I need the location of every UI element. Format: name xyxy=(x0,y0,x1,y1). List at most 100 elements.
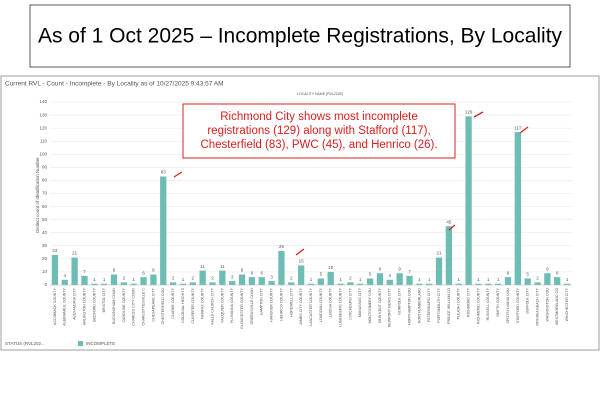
x-tick-label: CHARLES CITY COUN xyxy=(132,288,136,326)
value-label: 23 xyxy=(52,248,58,253)
chart-title: Current RVL - Count - Incomplete - By Lo… xyxy=(5,81,224,88)
bar xyxy=(534,282,541,285)
legend-label: INCOMPLETE xyxy=(86,341,115,346)
y-tick-label: 120 xyxy=(39,125,47,130)
x-tick-label: SMYTH COUNTY xyxy=(496,287,500,316)
bar xyxy=(288,282,295,285)
legend-swatch xyxy=(78,341,83,346)
y-tick-label: 90 xyxy=(42,165,48,170)
bar xyxy=(238,274,246,285)
chart-box xyxy=(0,75,600,351)
value-label: 2 xyxy=(536,276,539,281)
bar xyxy=(494,283,502,285)
value-label: 11 xyxy=(220,264,225,269)
value-label: 15 xyxy=(299,259,305,264)
title-box xyxy=(29,4,571,68)
x-tick-label: PETERSBURG CITY xyxy=(427,287,431,322)
x-tick-label: GLOUCESTER COUNTY xyxy=(240,287,244,329)
x-tick-label: FAUQUIER COUNTY xyxy=(220,287,224,322)
y-tick-label: 30 xyxy=(42,243,48,248)
value-label: 1 xyxy=(182,277,185,282)
value-label: 6 xyxy=(556,270,559,275)
bar xyxy=(110,274,118,285)
x-tick-label: CLARKE COUNTY xyxy=(171,287,175,318)
y-tick-label: 70 xyxy=(42,191,48,196)
value-label: 9 xyxy=(398,266,401,271)
x-tick-label: WASHINGTON COU xyxy=(545,288,549,322)
x-tick-label: ARLINGTON COUNTY xyxy=(82,287,86,325)
value-label: 1 xyxy=(428,277,431,282)
value-label: 4 xyxy=(389,273,392,278)
x-tick-label: CHESAPEAKE CITY xyxy=(151,287,155,321)
y-tick-label: 40 xyxy=(42,230,48,235)
bar xyxy=(465,116,472,285)
value-label: 21 xyxy=(72,251,78,256)
red-arrows xyxy=(173,111,529,256)
value-label: 6 xyxy=(251,270,254,275)
x-tick-label: MONTGOMERY COU xyxy=(368,288,372,324)
bar xyxy=(366,278,374,285)
bar xyxy=(475,283,482,285)
y-tick-label: 140 xyxy=(39,99,47,104)
value-label: 83 xyxy=(161,170,167,175)
x-tick-label: FLUVANNA COUNTY xyxy=(230,287,234,322)
y-tick-label: 100 xyxy=(39,151,47,156)
value-label: 1 xyxy=(93,277,96,282)
bar xyxy=(554,277,561,285)
x-tick-label: LYNCHBURG CITY xyxy=(348,287,352,319)
x-tick-label: HANOVER COUNTY xyxy=(270,287,274,322)
y-tick-label: 130 xyxy=(39,112,47,117)
bar xyxy=(416,283,423,285)
bar xyxy=(544,273,551,285)
bar xyxy=(435,257,443,285)
bar xyxy=(307,283,315,285)
bar xyxy=(61,279,68,285)
value-label: 2 xyxy=(192,276,195,281)
value-label: 1 xyxy=(487,277,490,282)
value-label: 2 xyxy=(290,276,293,281)
value-label: 117 xyxy=(514,125,522,130)
x-tick-label: STAFFORD COUNTY xyxy=(516,287,520,323)
y-tick-label: 20 xyxy=(42,256,48,261)
bar xyxy=(485,283,492,285)
bar xyxy=(347,282,354,285)
x-tick-label: BUCKINGHAM COUN xyxy=(112,288,116,324)
value-label: 8 xyxy=(113,268,116,273)
bar xyxy=(278,251,285,285)
y-tick-label: 10 xyxy=(42,269,48,274)
x-tick-label: BEDFORD COUNTY xyxy=(92,287,96,321)
bar xyxy=(140,277,147,285)
bar xyxy=(357,283,364,285)
x-tick-label: NORTHUMBERLAND xyxy=(417,288,421,324)
x-tick-label: SPOTSYLVANIA COU xyxy=(506,288,510,324)
x-tick-label: NORFOLK CITY xyxy=(398,287,402,314)
bar xyxy=(406,275,413,285)
value-label: 9 xyxy=(546,266,549,271)
x-tick-label: NEW KENT COUNTY xyxy=(378,287,382,323)
value-label: 8 xyxy=(152,268,155,273)
annotation-text: registrations (129) along with Stafford … xyxy=(207,125,430,137)
bar xyxy=(426,283,433,285)
x-tick-label: LOUISA COUNTY xyxy=(329,287,333,317)
bar xyxy=(120,282,128,285)
annotation-box xyxy=(182,103,456,159)
annotation-text: Chesterfield (83), PWC (45), and Henrico… xyxy=(200,139,437,151)
value-label: 5 xyxy=(369,272,372,277)
bar xyxy=(514,132,521,285)
x-tick-label: CHESTERFIELD COU xyxy=(161,288,165,325)
x-tick-label: RICHMOND CITY xyxy=(467,287,471,317)
value-label: 2 xyxy=(123,276,126,281)
x-tick-label: HAMPTON CITY xyxy=(260,287,264,315)
x-tick-label: CULPEPER COUNTY xyxy=(191,287,195,323)
bar xyxy=(386,279,393,285)
y-tick-label: 60 xyxy=(42,204,48,209)
annotation-text: Richmond City shows most incomplete xyxy=(220,111,418,123)
value-label: 1 xyxy=(103,277,106,282)
bar xyxy=(101,283,108,285)
x-tick-label: JAMES CITY COUNTY xyxy=(299,287,303,325)
x-tick-label: WESTMORELAND CO xyxy=(555,288,559,325)
value-label: 6 xyxy=(507,270,510,275)
bar xyxy=(51,254,59,285)
x-tick-label: HOPEWELL CITY xyxy=(289,287,293,317)
